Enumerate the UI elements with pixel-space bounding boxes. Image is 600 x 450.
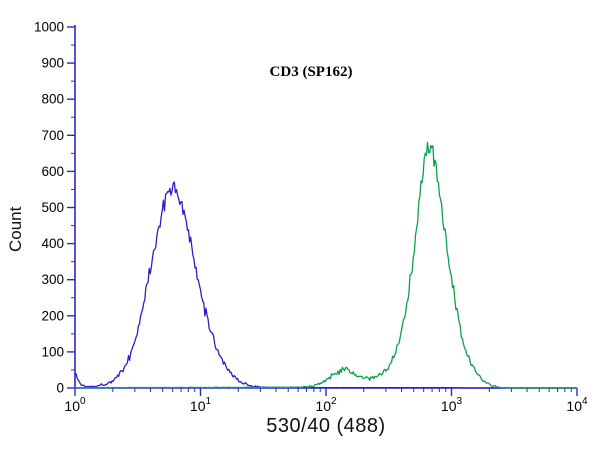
x-tick-label: 103	[441, 396, 463, 414]
y-axis-label: Count	[6, 206, 25, 252]
y-tick-label: 900	[41, 56, 64, 71]
x-tick-label: 100	[64, 396, 86, 414]
y-tick-label: 700	[41, 128, 64, 143]
y-tick-label: 100	[41, 344, 64, 359]
y-tick-label: 400	[41, 236, 64, 251]
positive-population-curve	[75, 141, 577, 389]
negative-population-curve	[74, 181, 577, 389]
x-axis-label: 530/40 (488)	[266, 415, 386, 437]
y-tick-label: 0	[56, 381, 64, 396]
y-tick-label: 600	[41, 164, 64, 179]
y-tick-label: 500	[41, 200, 64, 215]
x-tick-label: 102	[315, 396, 337, 414]
x-axis-ticks: 100 101 102 103 104	[64, 388, 588, 414]
y-axis-ticks: 0 100 200 300 400 500 600 700 800 900 1000	[34, 20, 75, 396]
y-tick-label: 1000	[34, 20, 64, 35]
y-tick-label: 800	[41, 92, 64, 107]
x-tick-label: 101	[190, 396, 212, 414]
chart-title: CD3 (SP162)	[269, 64, 353, 80]
y-tick-label: 300	[41, 272, 64, 287]
y-tick-label: 200	[41, 308, 64, 323]
x-tick-label: 104	[566, 396, 588, 414]
